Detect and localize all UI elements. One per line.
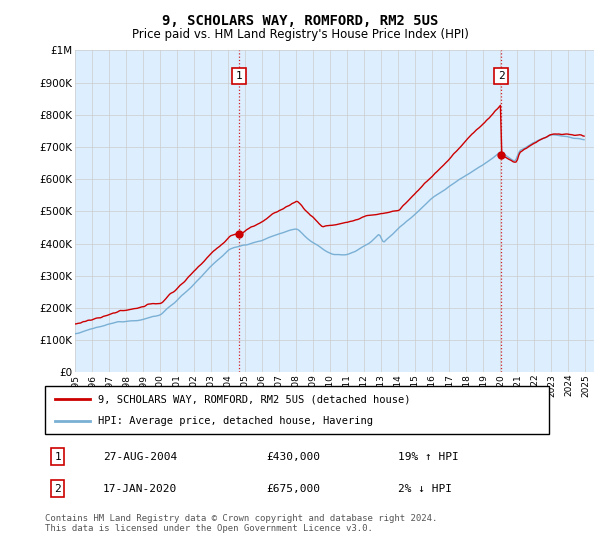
Text: 9, SCHOLARS WAY, ROMFORD, RM2 5US (detached house): 9, SCHOLARS WAY, ROMFORD, RM2 5US (detac… [98, 394, 410, 404]
Text: 17-JAN-2020: 17-JAN-2020 [103, 484, 177, 494]
Text: 27-AUG-2004: 27-AUG-2004 [103, 451, 177, 461]
Text: Price paid vs. HM Land Registry's House Price Index (HPI): Price paid vs. HM Land Registry's House … [131, 28, 469, 41]
Text: £430,000: £430,000 [267, 451, 321, 461]
Text: 2: 2 [54, 484, 61, 494]
Text: 1: 1 [236, 71, 242, 81]
Text: 2: 2 [498, 71, 505, 81]
Text: 19% ↑ HPI: 19% ↑ HPI [398, 451, 458, 461]
Text: Contains HM Land Registry data © Crown copyright and database right 2024.
This d: Contains HM Land Registry data © Crown c… [45, 514, 437, 534]
Text: 1: 1 [54, 451, 61, 461]
Text: HPI: Average price, detached house, Havering: HPI: Average price, detached house, Have… [98, 416, 373, 426]
Text: 2% ↓ HPI: 2% ↓ HPI [398, 484, 452, 494]
Text: 9, SCHOLARS WAY, ROMFORD, RM2 5US: 9, SCHOLARS WAY, ROMFORD, RM2 5US [162, 14, 438, 28]
FancyBboxPatch shape [45, 386, 549, 434]
Text: £675,000: £675,000 [267, 484, 321, 494]
